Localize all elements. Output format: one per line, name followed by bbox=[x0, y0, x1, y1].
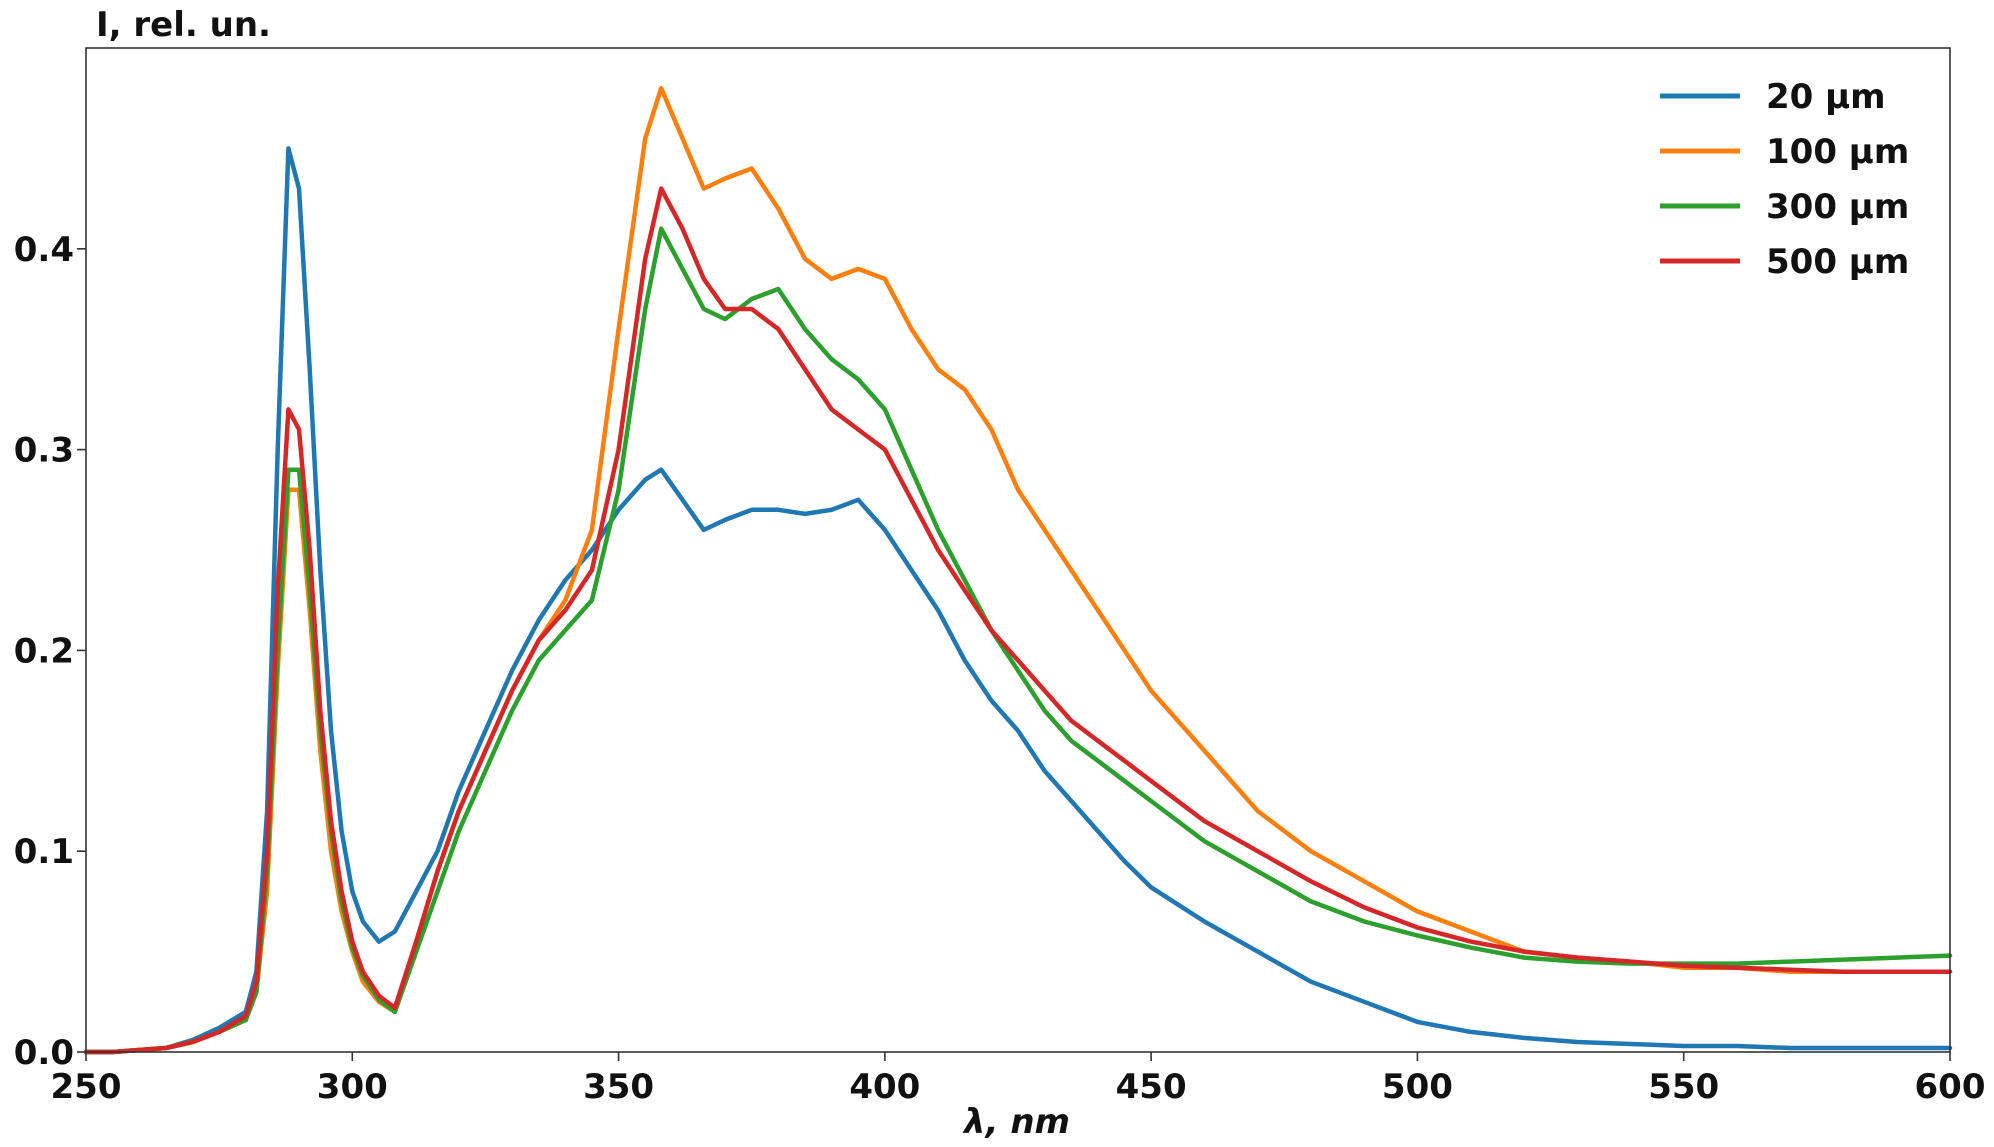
legend-item: 20 μm bbox=[1660, 77, 1886, 117]
y-tick-label: 0.0 bbox=[14, 1033, 74, 1073]
legend: 20 μm 100 μm 300 μm 500 μm bbox=[1660, 77, 1909, 282]
legend-label: 500 μm bbox=[1766, 242, 1909, 282]
plot-lines bbox=[83, 85, 1953, 1055]
x-axis-title: λ, nm bbox=[962, 1102, 1070, 1142]
series-line-3 bbox=[83, 226, 1953, 1055]
x-tick-label: 550 bbox=[1648, 1067, 1719, 1107]
x-tick-label: 500 bbox=[1382, 1067, 1453, 1107]
x-tick-label: 300 bbox=[317, 1067, 388, 1107]
legend-item: 300 μm bbox=[1660, 187, 1909, 227]
legend-item: 500 μm bbox=[1660, 242, 1909, 282]
series-line-2 bbox=[83, 85, 1953, 1055]
x-axis: 250 300 350 400 450 500 550 600 bbox=[51, 1052, 1986, 1107]
x-tick-label: 600 bbox=[1915, 1067, 1986, 1107]
x-tick-label: 400 bbox=[849, 1067, 920, 1107]
plot-frame bbox=[85, 47, 1951, 1053]
x-tick-label: 350 bbox=[583, 1067, 654, 1107]
legend-label: 300 μm bbox=[1766, 187, 1909, 227]
series-line-1 bbox=[83, 146, 1953, 1055]
y-tick-label: 0.1 bbox=[14, 832, 74, 872]
y-axis-title: I, rel. un. bbox=[96, 5, 271, 45]
legend-label: 20 μm bbox=[1766, 77, 1886, 117]
y-tick-label: 0.4 bbox=[14, 230, 74, 270]
x-tick-label: 450 bbox=[1116, 1067, 1187, 1107]
legend-label: 100 μm bbox=[1766, 132, 1909, 172]
y-tick-label: 0.3 bbox=[14, 431, 74, 471]
y-tick-label: 0.2 bbox=[14, 631, 74, 671]
y-axis: 0.0 0.1 0.2 0.3 0.4 bbox=[14, 230, 86, 1073]
series-line-4 bbox=[83, 186, 1953, 1055]
x-tick-label: 250 bbox=[51, 1067, 122, 1107]
legend-item: 100 μm bbox=[1660, 132, 1909, 172]
